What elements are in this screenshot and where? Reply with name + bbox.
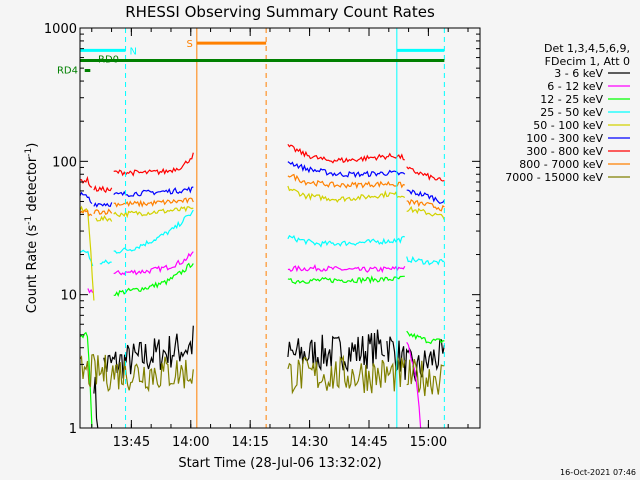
series-8 — [79, 353, 445, 397]
series-line — [406, 198, 445, 212]
axis-ticks: 13:45 14:00 14:15 14:30 14:45 15:00 1 10 100 1000 — [44, 22, 480, 450]
series-line — [113, 209, 194, 254]
series-line — [79, 249, 94, 267]
x-axis-label: Start Time (28-Jul-06 13:32:02) — [178, 456, 381, 471]
series-line — [406, 330, 445, 345]
plot-content: S N RD0 RD4 — [57, 28, 445, 429]
series-line — [287, 329, 386, 373]
y-tick-label: 100 — [52, 155, 77, 170]
series-line — [103, 325, 194, 379]
chart-title: RHESSI Observing Summary Count Rates — [125, 3, 435, 21]
y-label-part: Count Rate (s — [25, 225, 40, 314]
series-line — [95, 214, 113, 222]
series-line — [79, 331, 93, 427]
legend-header-line: FDecim 1, Att 0 — [545, 55, 630, 68]
y-label-part: ) — [25, 143, 40, 148]
rd4-label: RD4 — [57, 66, 78, 77]
series-line — [287, 234, 405, 248]
saa-label: S — [186, 39, 192, 50]
x-tick-label: 14:15 — [231, 435, 268, 450]
series-line — [287, 161, 406, 179]
series-line — [287, 173, 405, 190]
legend-entry-label: 50 - 100 keV — [533, 119, 603, 132]
legend-entry-label: 3 - 6 keV — [554, 67, 603, 80]
series-line — [406, 255, 445, 266]
series-line — [93, 208, 113, 216]
series-line — [79, 191, 93, 205]
series-2 — [79, 262, 445, 427]
series-line — [79, 175, 93, 188]
x-tick-label: 14:30 — [291, 435, 328, 450]
series-line — [93, 202, 113, 208]
series-line — [79, 205, 95, 301]
y-label-part: detector — [25, 156, 40, 216]
legend-entry-label: 300 - 800 keV — [526, 145, 603, 158]
series-line — [406, 166, 445, 182]
x-tick-label: 14:00 — [172, 435, 209, 450]
series-line — [406, 358, 445, 397]
series-line — [287, 185, 406, 203]
series-line — [287, 143, 405, 164]
legend-entry-label: 800 - 7000 keV — [519, 158, 603, 171]
y-tick-label: 10 — [60, 289, 77, 304]
series-line — [93, 376, 99, 429]
series-line — [406, 189, 445, 204]
legend-entry-label: 7000 - 15000 keV — [505, 171, 603, 184]
y-tick-label: 1000 — [44, 22, 77, 37]
x-tick-label: 13:45 — [113, 435, 150, 450]
y-axis-label: Count Rate (s-1 detector-1) — [24, 143, 40, 314]
series-line — [113, 251, 194, 276]
x-tick-label: 14:45 — [350, 435, 387, 450]
y-label-sup: -1 — [24, 216, 34, 225]
series-line — [113, 262, 194, 297]
legend-entry-label: 100 - 300 keV — [526, 132, 603, 145]
plot-frame — [79, 27, 481, 429]
series-line — [79, 209, 93, 217]
rd0-label: RD0 — [98, 55, 119, 66]
series-6 — [79, 143, 445, 194]
series-line — [287, 354, 406, 395]
x-tick-label: 15:00 — [410, 435, 447, 450]
night-label: N — [130, 46, 137, 57]
series-line — [113, 152, 194, 177]
series-line — [113, 186, 194, 198]
legend: Det 1,3,4,5,6,9, FDecim 1, Att 0 3 - 6 k… — [505, 42, 630, 184]
series-5 — [79, 161, 445, 208]
series-line — [113, 197, 194, 208]
series-7 — [79, 173, 445, 217]
y-tick-label: 1 — [69, 422, 77, 437]
legend-entry-label: 25 - 50 keV — [540, 106, 603, 119]
series-line — [99, 259, 112, 265]
series-line — [93, 184, 113, 194]
y-label-sup: -1 — [24, 148, 34, 157]
series-line — [406, 205, 445, 221]
series-line — [287, 264, 406, 274]
legend-entry-label: 12 - 25 keV — [540, 93, 603, 106]
series-line — [79, 353, 194, 393]
footer-timestamp: 16-Oct-2021 07:46 — [560, 468, 636, 477]
series-line — [287, 275, 405, 285]
legend-entry-label: 6 - 12 keV — [547, 80, 603, 93]
series-line — [87, 288, 94, 294]
series-line — [113, 206, 194, 219]
legend-header-line: Det 1,3,4,5,6,9, — [544, 42, 630, 55]
series-4 — [79, 185, 445, 301]
series-3 — [79, 209, 445, 267]
